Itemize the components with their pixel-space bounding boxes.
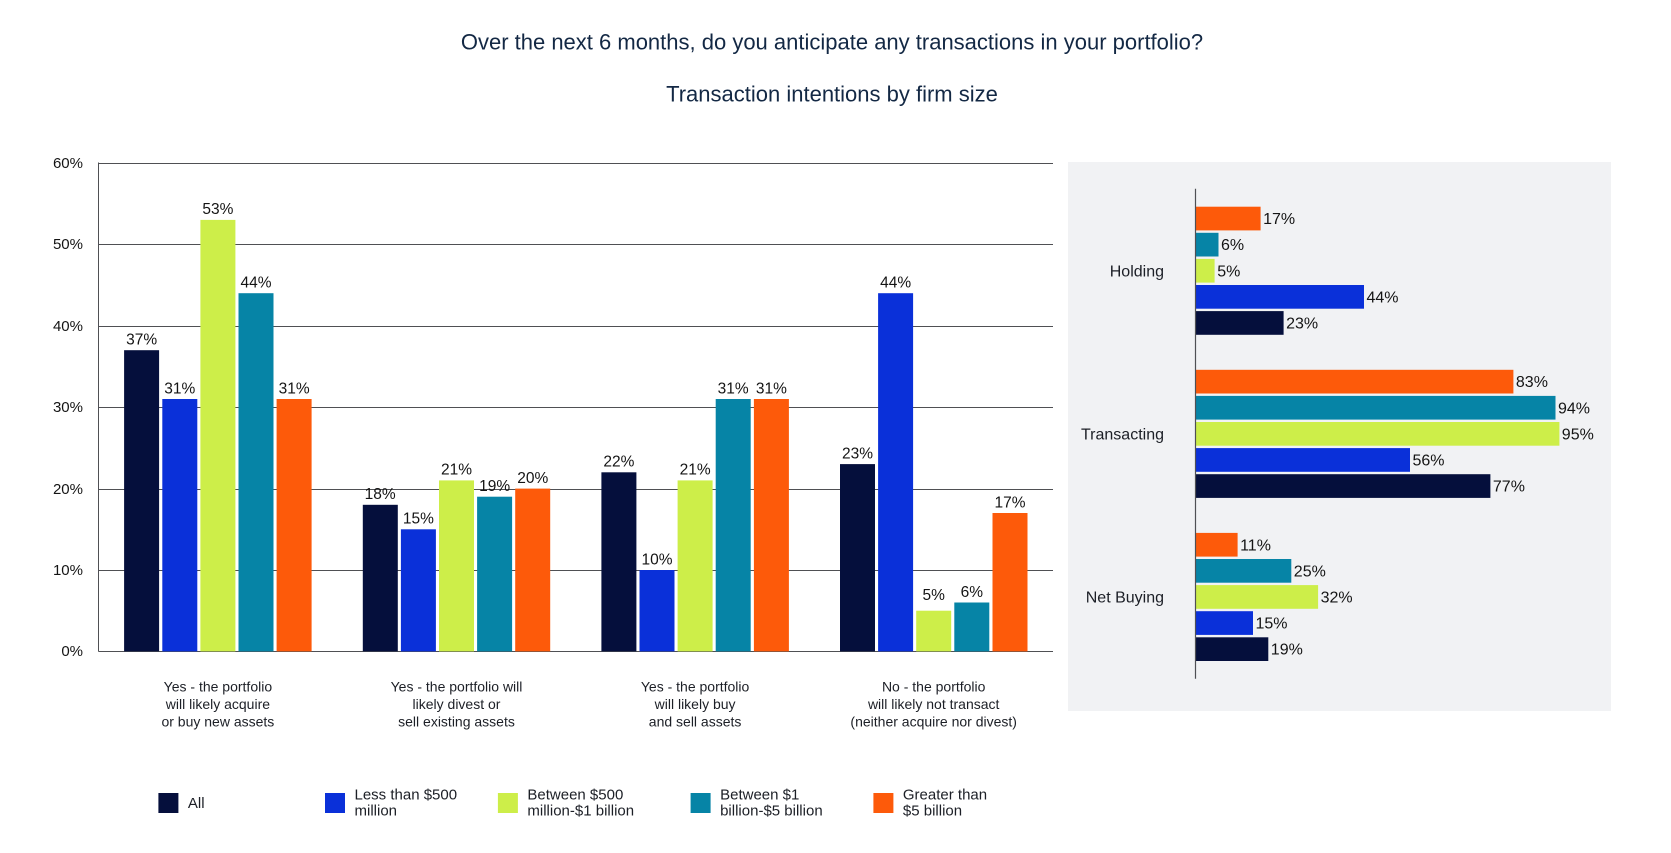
svg-text:likely divest or: likely divest or <box>413 696 501 712</box>
svg-text:19%: 19% <box>479 478 510 495</box>
svg-text:5%: 5% <box>1217 263 1240 280</box>
svg-text:No - the portfolio: No - the portfolio <box>882 678 986 694</box>
svg-text:30%: 30% <box>53 399 83 416</box>
svg-text:18%: 18% <box>365 486 396 503</box>
svg-text:44%: 44% <box>1367 289 1399 306</box>
svg-text:Between $500: Between $500 <box>527 787 623 804</box>
svg-text:23%: 23% <box>842 445 873 462</box>
svg-text:will likely acquire: will likely acquire <box>165 696 270 712</box>
svg-text:Between $1: Between $1 <box>720 787 799 804</box>
svg-text:Greater than: Greater than <box>903 787 987 804</box>
svg-text:94%: 94% <box>1558 400 1590 417</box>
svg-text:Yes - the portfolio will: Yes - the portfolio will <box>391 678 523 694</box>
svg-text:sell existing assets: sell existing assets <box>398 714 515 730</box>
svg-text:17%: 17% <box>1263 211 1295 228</box>
svg-text:40%: 40% <box>53 318 83 335</box>
svg-text:5%: 5% <box>922 587 945 604</box>
svg-text:56%: 56% <box>1413 453 1445 470</box>
svg-text:31%: 31% <box>164 380 195 397</box>
svg-text:21%: 21% <box>680 462 711 479</box>
svg-text:53%: 53% <box>202 201 233 218</box>
svg-text:15%: 15% <box>403 511 434 528</box>
svg-text:will likely not transact: will likely not transact <box>867 696 1000 712</box>
svg-text:83%: 83% <box>1516 374 1548 391</box>
svg-text:or buy new assets: or buy new assets <box>161 714 274 730</box>
svg-text:11%: 11% <box>1240 537 1271 554</box>
svg-text:Yes - the portfolio: Yes - the portfolio <box>641 678 750 694</box>
svg-text:will likely buy: will likely buy <box>654 696 736 712</box>
svg-text:All: All <box>188 795 205 812</box>
svg-text:44%: 44% <box>240 275 271 292</box>
svg-text:million: million <box>355 802 398 819</box>
svg-text:Net Buying: Net Buying <box>1086 590 1164 607</box>
svg-text:31%: 31% <box>756 380 787 397</box>
svg-text:23%: 23% <box>1286 316 1318 333</box>
svg-text:22%: 22% <box>603 454 634 471</box>
svg-text:95%: 95% <box>1562 426 1594 443</box>
svg-text:(neither acquire nor divest): (neither acquire nor divest) <box>850 714 1017 730</box>
svg-text:Holding: Holding <box>1110 264 1164 281</box>
svg-text:10%: 10% <box>53 562 83 579</box>
svg-text:37%: 37% <box>126 332 157 349</box>
svg-text:31%: 31% <box>718 380 749 397</box>
svg-text:50%: 50% <box>53 236 83 253</box>
svg-text:77%: 77% <box>1493 479 1525 496</box>
svg-text:Less than $500: Less than $500 <box>355 787 458 804</box>
svg-text:Yes - the portfolio: Yes - the portfolio <box>164 678 273 694</box>
svg-text:25%: 25% <box>1294 563 1326 580</box>
svg-text:Over the next 6 months, do you: Over the next 6 months, do you anticipat… <box>461 30 1203 55</box>
svg-text:Transaction intentions by firm: Transaction intentions by firm size <box>666 82 998 107</box>
svg-text:billion-$5 billion: billion-$5 billion <box>720 802 823 819</box>
svg-text:15%: 15% <box>1256 616 1288 633</box>
svg-text:0%: 0% <box>61 643 83 660</box>
svg-text:20%: 20% <box>517 470 548 487</box>
svg-text:Transacting: Transacting <box>1081 427 1164 444</box>
svg-text:and sell assets: and sell assets <box>649 714 742 730</box>
svg-text:19%: 19% <box>1271 642 1303 659</box>
svg-text:million-$1 billion: million-$1 billion <box>527 802 634 819</box>
svg-text:10%: 10% <box>641 551 672 568</box>
svg-text:6%: 6% <box>1221 237 1244 254</box>
svg-text:60%: 60% <box>53 155 83 172</box>
svg-text:31%: 31% <box>279 380 310 397</box>
svg-text:17%: 17% <box>994 494 1025 511</box>
svg-text:21%: 21% <box>441 462 472 479</box>
svg-text:6%: 6% <box>961 584 984 601</box>
svg-text:$5 billion: $5 billion <box>903 802 962 819</box>
svg-text:32%: 32% <box>1321 590 1353 607</box>
svg-text:44%: 44% <box>880 275 911 292</box>
svg-text:20%: 20% <box>53 481 83 498</box>
